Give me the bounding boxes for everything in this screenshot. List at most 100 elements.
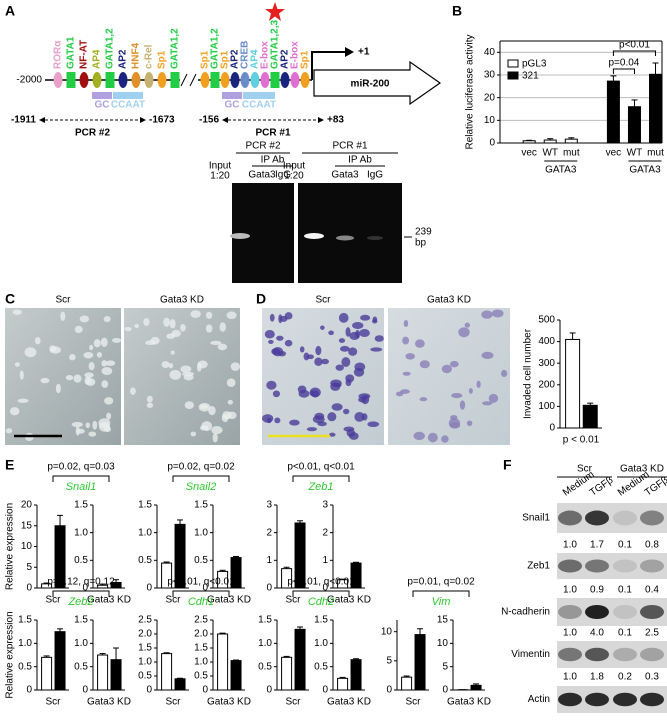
pcr-name: PCR #2 (75, 128, 110, 139)
cell (327, 412, 337, 422)
y-tick-label: 1.0 (194, 657, 208, 668)
bar (110, 659, 122, 691)
chart-bg (515, 308, 615, 458)
level-label: 1.0 (563, 585, 577, 596)
y-tick-label: 1.5 (138, 500, 152, 511)
tf-label: GATA1,2 (210, 28, 221, 69)
gel-ip: IP Ab (348, 155, 372, 166)
y-tick-label: 3 (322, 500, 328, 511)
cell (170, 350, 175, 355)
cell (481, 351, 494, 360)
element-box (92, 92, 112, 99)
y-tick-label: 0 (146, 685, 152, 696)
cell (466, 420, 473, 427)
panel-label: E (5, 457, 14, 473)
cell (88, 431, 97, 437)
y-tick-label: 1.0 (138, 657, 152, 668)
cell (269, 313, 275, 322)
gene-label: miR-200 (351, 79, 390, 90)
x-label: Gata3 KD (87, 595, 131, 606)
tf-label: Sp1 (300, 50, 311, 69)
gel-band (336, 235, 354, 241)
legend-swatch (507, 71, 519, 80)
cell (71, 421, 83, 428)
tss-arrow (311, 51, 345, 80)
break-mark (189, 73, 197, 87)
y-tick-label: 0 (266, 685, 272, 696)
cell (289, 419, 300, 426)
y-tick-label: 15 (437, 615, 449, 626)
group-label: GATA3 (629, 165, 661, 176)
cell (298, 389, 310, 398)
gene-name: Zeb2 (67, 596, 93, 608)
stat-label: p=0.02, q=0.03 (47, 462, 115, 473)
tf-site (300, 72, 310, 88)
blot-band (558, 605, 582, 619)
cell (212, 432, 218, 443)
cell (419, 397, 428, 402)
y-tick-label: 0 (82, 685, 88, 696)
cell (88, 361, 95, 371)
stat-label: p<0.01, q<0.01 (287, 462, 355, 473)
y-tick-label: 1.0 (74, 527, 88, 538)
gel-lane: Gata3 (248, 170, 276, 181)
cell (98, 418, 111, 428)
gel-band (367, 236, 383, 240)
y-tick-label: 1.5 (138, 643, 152, 654)
tf-site (170, 72, 180, 88)
cell (359, 329, 370, 337)
y-tick-label: 0.5 (74, 661, 88, 672)
cell (395, 391, 404, 397)
blot-band (558, 692, 582, 707)
level-label: 4.0 (590, 628, 604, 639)
level-label: 2.5 (645, 628, 659, 639)
cell (230, 362, 241, 371)
cell (180, 323, 186, 332)
cell (348, 347, 358, 356)
tf-site (230, 72, 240, 88)
cell (104, 397, 114, 405)
cell (105, 360, 116, 366)
y-tick-label: 2.0 (138, 629, 152, 640)
level-label: 0.4 (645, 585, 659, 596)
cell (370, 347, 383, 352)
cell (205, 324, 213, 333)
x-label: Scr (166, 595, 182, 606)
cell (73, 374, 82, 383)
bar (627, 106, 641, 144)
x-label: Scr (286, 697, 302, 708)
panel-label: C (5, 291, 15, 307)
cell (14, 362, 21, 367)
y-label: Relative luciferase activity (465, 34, 476, 149)
y-tick-label: 400 (538, 336, 555, 347)
bar (606, 80, 620, 144)
y-tick-label: 2.0 (194, 629, 208, 640)
blot-band (640, 692, 664, 707)
x-tick-label: mut (563, 148, 580, 159)
gene-name: Snail2 (186, 481, 217, 493)
bar (470, 684, 482, 691)
tf-label: NF-AT (79, 40, 90, 69)
blot-band (613, 692, 637, 707)
blot-band (558, 647, 582, 662)
cell (299, 346, 305, 353)
x-label: Gata3 KD (447, 697, 491, 708)
y-tick-label: 0 (549, 423, 555, 434)
blot-band (613, 559, 637, 573)
sig-bracket (292, 590, 350, 597)
cell (197, 360, 208, 369)
y-label: Relative expression (5, 611, 16, 698)
cell (210, 340, 222, 346)
cell (360, 314, 371, 321)
x-tick-label: vec (606, 148, 622, 159)
panel-label: A (5, 3, 15, 19)
blot-band (558, 510, 582, 526)
cell (24, 347, 37, 358)
y-tick-label: 10 (21, 541, 33, 552)
tf-label: GATA1,2,3 (270, 19, 281, 69)
blot-band (585, 605, 609, 619)
cell (205, 311, 213, 319)
y-tick-label: 0 (322, 685, 328, 696)
pcr-to: +83 (327, 115, 344, 126)
group-label: GATA3 (545, 165, 577, 176)
